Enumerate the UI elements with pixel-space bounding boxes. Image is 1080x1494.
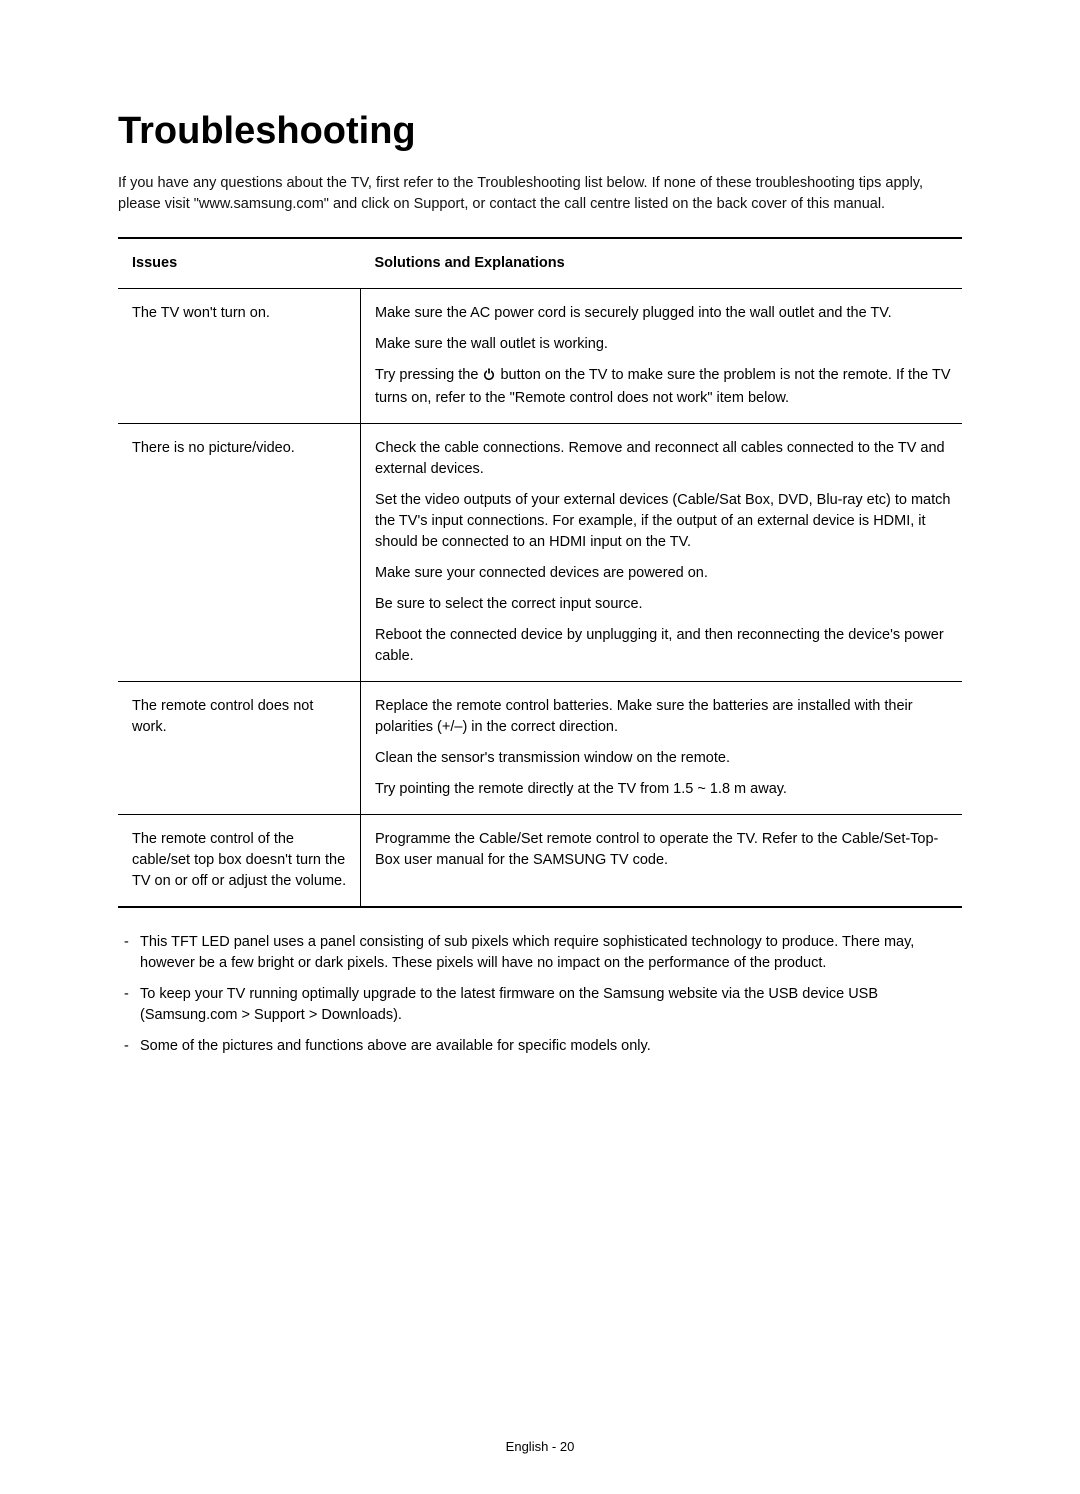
power-icon [482,367,496,388]
solution-text: Try pointing the remote directly at the … [375,779,952,800]
solution-cell: Check the cable connections. Remove and … [361,424,963,682]
solution-text: Replace the remote control batteries. Ma… [375,696,952,738]
solution-text: Reboot the connected device by unpluggin… [375,625,952,667]
issue-cell: The remote control does not work. [118,682,361,815]
solution-cell: Replace the remote control batteries. Ma… [361,682,963,815]
issue-cell: There is no picture/video. [118,424,361,682]
solution-text: Try pressing the button on the TV to mak… [375,365,952,409]
note-item: To keep your TV running optimally upgrad… [118,984,962,1026]
solution-text: Programme the Cable/Set remote control t… [375,829,952,871]
solution-text: Make sure the AC power cord is securely … [375,303,952,324]
table-row: The remote control does not work. Replac… [118,682,962,815]
page-title: Troubleshooting [118,110,962,153]
solution-text: Check the cable connections. Remove and … [375,438,952,480]
note-item: This TFT LED panel uses a panel consisti… [118,932,962,974]
solution-text: Make sure the wall outlet is working. [375,334,952,355]
solution-cell: Programme the Cable/Set remote control t… [361,815,963,908]
issue-cell: The remote control of the cable/set top … [118,815,361,908]
solution-text: Make sure your connected devices are pow… [375,563,952,584]
page: Troubleshooting If you have any question… [0,0,1080,1494]
issue-cell: The TV won't turn on. [118,289,361,424]
table-header-row: Issues Solutions and Explanations [118,238,962,289]
col-header-issues: Issues [118,238,361,289]
notes-list: This TFT LED panel uses a panel consisti… [118,932,962,1057]
col-header-solutions: Solutions and Explanations [361,238,963,289]
table-row: The remote control of the cable/set top … [118,815,962,908]
solution-text: Set the video outputs of your external d… [375,490,952,553]
solution-text: Be sure to select the correct input sour… [375,594,952,615]
intro-paragraph: If you have any questions about the TV, … [118,173,962,215]
note-item: Some of the pictures and functions above… [118,1036,962,1057]
solution-text-prefix: Try pressing the [375,367,482,383]
table-row: The TV won't turn on. Make sure the AC p… [118,289,962,424]
troubleshooting-table: Issues Solutions and Explanations The TV… [118,237,962,908]
solution-text: Clean the sensor's transmission window o… [375,748,952,769]
page-footer: English - 20 [0,1439,1080,1454]
table-row: There is no picture/video. Check the cab… [118,424,962,682]
solution-cell: Make sure the AC power cord is securely … [361,289,963,424]
